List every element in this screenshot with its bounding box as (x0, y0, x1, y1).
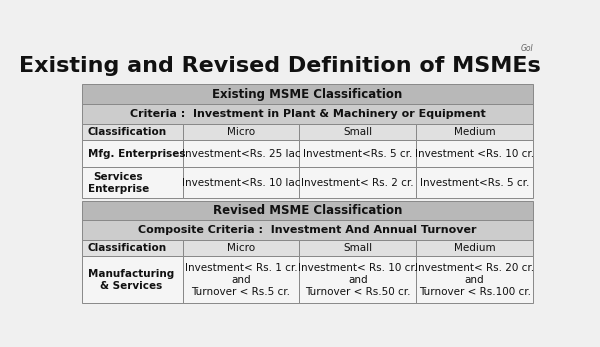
Text: Micro: Micro (227, 127, 255, 137)
Text: Manufacturing
& Services: Manufacturing & Services (88, 269, 174, 291)
Text: Services
Enterprise: Services Enterprise (88, 171, 149, 194)
Text: Investment<Rs. 5 cr.: Investment<Rs. 5 cr. (420, 178, 529, 187)
Bar (182, 140, 299, 167)
Text: Classification: Classification (88, 127, 167, 137)
Text: Revised MSME Classification: Revised MSME Classification (213, 204, 402, 217)
Text: Classification: Classification (88, 243, 167, 253)
Text: Investment< Rs. 1 cr.
and
Turnover < Rs.5 cr.: Investment< Rs. 1 cr. and Turnover < Rs.… (185, 263, 297, 297)
Text: Investment<Rs. 5 cr.: Investment<Rs. 5 cr. (303, 149, 412, 159)
Bar (182, 167, 299, 198)
Text: Investment<Rs. 10 lac: Investment<Rs. 10 lac (182, 178, 300, 187)
Text: Criteria :  Investment in Plant & Machinery or Equipment: Criteria : Investment in Plant & Machine… (130, 109, 485, 119)
Bar (416, 256, 533, 304)
Bar (182, 240, 299, 256)
Bar (82, 167, 182, 198)
Bar (416, 240, 533, 256)
Text: Investment<Rs. 25 lac: Investment<Rs. 25 lac (182, 149, 300, 159)
Text: Small: Small (343, 127, 373, 137)
Bar (182, 256, 299, 304)
Text: Mfg. Enterprises: Mfg. Enterprises (88, 149, 185, 159)
Bar (416, 140, 533, 167)
Bar (82, 140, 182, 167)
Text: Medium: Medium (454, 243, 496, 253)
Text: Investment< Rs. 10 cr.
and
Turnover < Rs.50 cr.: Investment< Rs. 10 cr. and Turnover < Rs… (298, 263, 418, 297)
Text: Investment <Rs. 10 cr.: Investment <Rs. 10 cr. (415, 149, 534, 159)
Text: Small: Small (343, 243, 373, 253)
Text: Investment< Rs. 20 cr.
and
Turnover < Rs.100 cr.: Investment< Rs. 20 cr. and Turnover < Rs… (415, 263, 534, 297)
Text: GoI: GoI (520, 44, 533, 53)
Bar (416, 124, 533, 140)
Bar (299, 256, 416, 304)
Bar (82, 240, 182, 256)
Text: Micro: Micro (227, 243, 255, 253)
Text: Existing and Revised Definition of MSMEs: Existing and Revised Definition of MSMEs (19, 56, 541, 76)
Bar (82, 104, 533, 124)
Text: Investment< Rs. 2 cr.: Investment< Rs. 2 cr. (301, 178, 414, 187)
Bar (182, 124, 299, 140)
Text: Medium: Medium (454, 127, 496, 137)
Bar (299, 240, 416, 256)
Bar (82, 220, 533, 240)
Bar (416, 167, 533, 198)
Bar (82, 256, 182, 304)
Bar (82, 124, 182, 140)
Bar (82, 84, 533, 104)
Text: Composite Criteria :  Investment And Annual Turnover: Composite Criteria : Investment And Annu… (138, 225, 477, 235)
Bar (299, 140, 416, 167)
Bar (82, 201, 533, 220)
Bar (299, 124, 416, 140)
Text: Existing MSME Classification: Existing MSME Classification (212, 88, 403, 101)
Bar (299, 167, 416, 198)
